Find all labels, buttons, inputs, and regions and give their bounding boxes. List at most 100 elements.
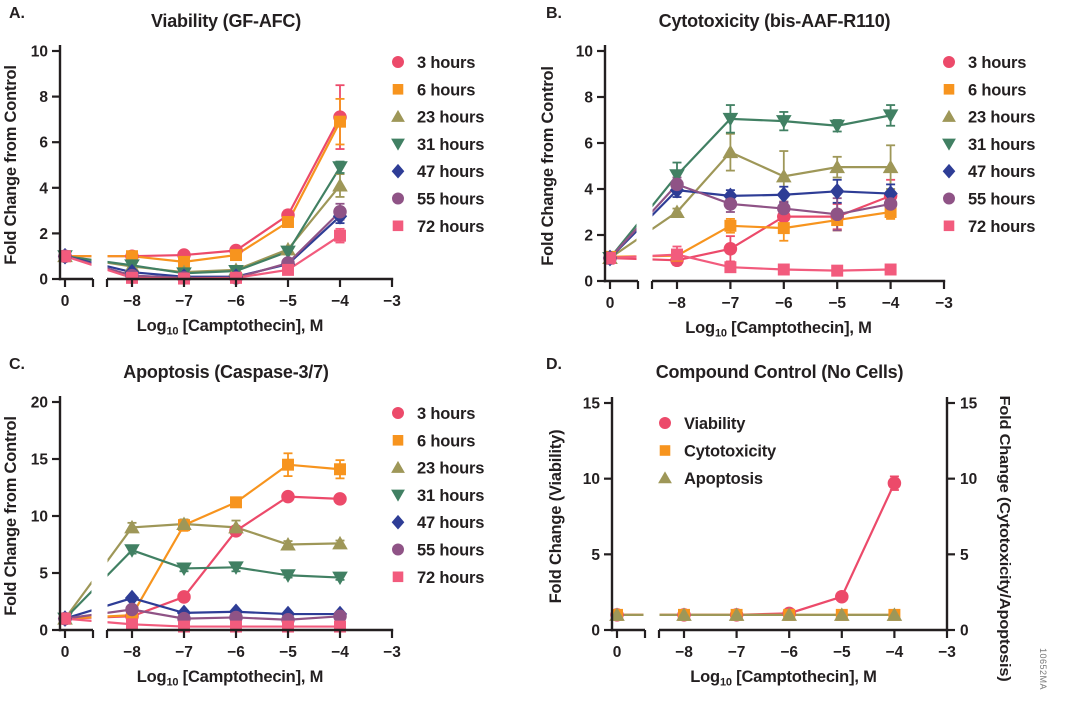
x-tick-label: −3 [383,644,401,661]
x-tick-label: −8 [675,644,693,661]
x-tick-label: −4 [882,295,900,312]
legend-label-47-hours: 47 hours [417,163,484,181]
y-right-tick-label: 10 [960,471,977,488]
y-tick-label: 5 [39,566,48,583]
y-axis-label: Fold Change from Control [539,66,557,266]
legend-label-31-hours: 31 hours [417,487,484,505]
panel-d: D. 0 5 10 15 0 −8 −7 −6 −5 −4 −3 0 5 10 15 Compound Con… [537,351,1074,702]
legend-marker-47-hours [391,163,405,179]
data-point-55-hours [777,201,791,216]
data-point-23-hours [332,535,348,550]
x-tick-label: −4 [331,293,349,310]
data-point-6-hours [884,206,897,218]
data-point-23-hours [124,519,140,534]
y-tick-label: 8 [39,89,48,106]
data-point-72-hours [178,620,190,633]
legend-label-72-hours: 72 hours [417,569,484,587]
data-point-23-hours [280,536,296,551]
y-tick-label: 4 [39,180,48,197]
data-point-31-hours [280,569,296,583]
legend-label-viability: Viability [684,415,746,433]
data-point-55-hours [670,177,684,192]
data-point-47-hours [776,186,791,204]
data-point-55-hours [333,204,347,219]
data-point-3-hours [177,590,191,604]
legend-label-47-hours: 47 hours [417,514,484,532]
y-tick-label: 5 [591,547,600,564]
data-point-31-hours [176,562,192,576]
data-point-47-hours [124,589,140,607]
x-tick-label: −5 [279,644,297,661]
data-point-72-hours [724,261,737,274]
x-tick-label: 0 [606,295,615,312]
x-tick-label: −4 [331,644,349,661]
data-point-72-hours [884,263,897,276]
series-line-6-hours [64,463,341,620]
legend-marker-55-hours [392,543,404,556]
legend-label-72-hours: 72 hours [417,218,484,236]
data-point-6-hours [777,222,790,235]
data-point-23-hours [669,204,685,218]
data-point-3-hours [723,242,738,256]
x-axis-label: Log10 [Camptothecin], M [685,319,871,340]
y-tick-label: 2 [39,226,48,243]
legend-label-31-hours: 31 hours [968,136,1035,154]
legend-label-55-hours: 55 hours [417,542,484,560]
x-axis-label: Log10 [Camptothecin], M [137,668,323,689]
y-tick-label: 10 [31,44,48,61]
data-point-72-hours [334,229,346,242]
x-tick-label: −7 [722,295,740,312]
data-point-23-hours [882,159,899,174]
data-point-3-hours [281,489,295,504]
x-tick-label: −5 [828,295,846,312]
y-tick-label: 10 [576,44,593,61]
x-axis-label: Log10 [Camptothecin], M [137,317,323,338]
data-point-23-hours [722,144,739,159]
y-tick-label: 0 [39,272,48,289]
panel-c: C. 0 5 10 15 20 0 −8 −7 −6 −5 −4 −3 Apoptosis (Caspa… [0,351,537,702]
y-axis-label: Fold Change from Control [2,416,20,616]
legend-marker-31-hours [391,489,405,502]
x-tick-label: 0 [61,644,70,661]
data-point-3-hours [333,492,347,506]
panel-title: Compound Control (No Cells) [656,362,904,382]
data-point-23-hours [829,159,845,174]
data-point-47-hours [830,182,845,200]
legend-marker-72-hours [943,220,955,232]
series-line-55-hours [609,183,891,259]
x-tick-label: −7 [728,644,746,661]
data-point-55-hours [830,207,844,222]
legend-label-6-hours: 6 hours [417,432,475,450]
y-tick-label: 0 [584,274,593,291]
data-point-55-hours [883,197,898,211]
data-point-23-hours [332,177,348,192]
x-tick-label: 0 [613,644,622,661]
y-tick-label: 4 [584,182,593,199]
y-tick-label: 6 [584,136,593,153]
legend-marker-31-hours [942,138,956,151]
legend-marker-6-hours [392,84,404,95]
data-point-6-hours [230,496,242,509]
y-axis-right-label: Fold Change (Cytotoxicity/Apoptosis) [996,396,1013,682]
series-line-23-hours [609,150,891,259]
legend-label-3-hours: 3 hours [417,405,475,423]
y-tick-label: 15 [31,452,49,469]
x-tick-label: −6 [227,644,245,661]
data-point-47-hours [883,185,898,202]
y-tick-label: 0 [39,623,48,640]
legend-marker-viability [659,417,671,429]
data-point-viability [887,476,902,490]
legend-marker-3-hours [392,407,404,419]
x-tick-label: −7 [175,293,193,310]
data-point-55-hours [723,197,738,211]
panel-a: A. 0 2 4 6 8 10 0 −8 −7 −6 −5 −4 −3 Viability (GF-AFC… [0,0,537,351]
data-point-6-hours [230,249,242,262]
panel-c-letter: C. [9,356,25,373]
data-point-31-hours [722,112,739,127]
data-point-31-hours [332,571,348,586]
panel-b: B. 0 2 4 6 8 10 0 −8 −7 −6 −5 −4 −3 Cytotoxicity (bis… [537,0,1074,351]
data-point-apoptosis [781,607,797,621]
